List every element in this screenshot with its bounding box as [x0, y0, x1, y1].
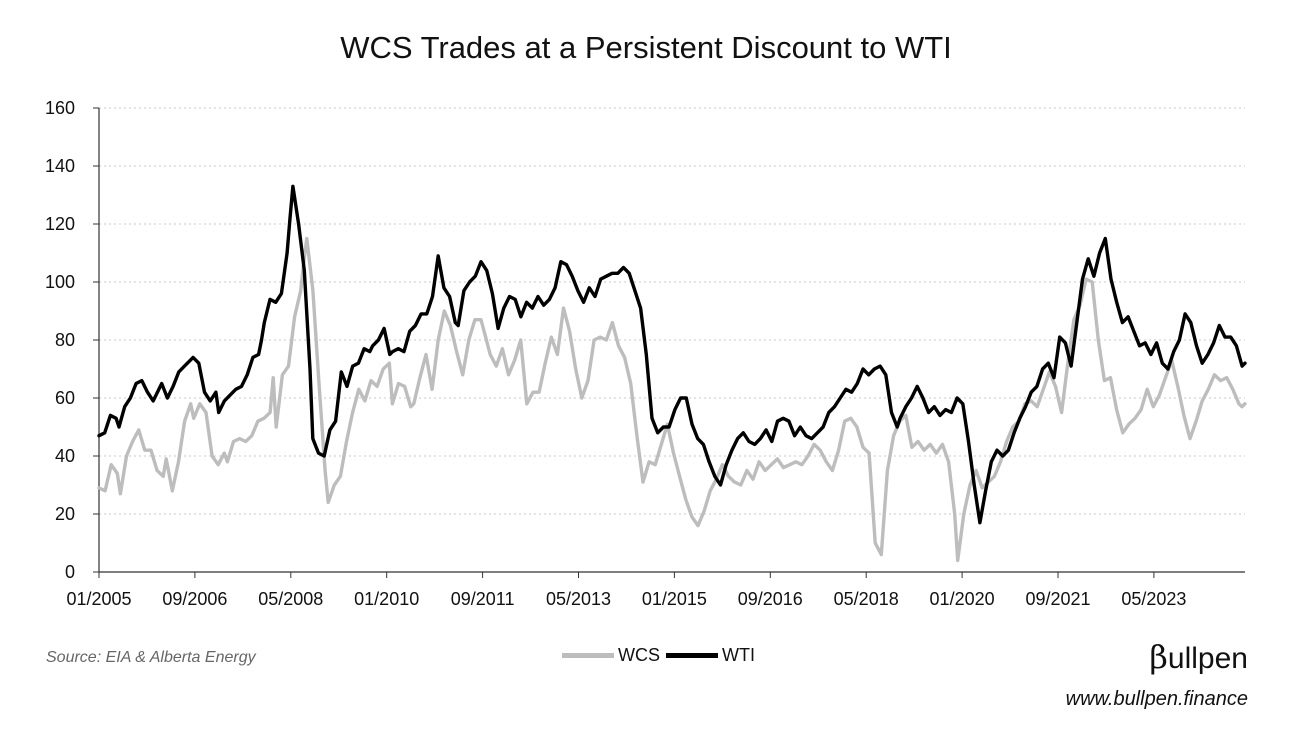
x-tick-labels: 01/2005 09/2006 05/2008 01/2010 09/2011 05/20… [66, 572, 1186, 609]
y-tick-label: 40 [55, 446, 75, 466]
axes [98, 108, 1245, 573]
x-tick-label: 05/2018 [834, 589, 899, 609]
brand-logo-beta: β [1149, 638, 1168, 676]
y-tick-label: 80 [55, 330, 75, 350]
legend-label-wti: WTI [722, 645, 755, 665]
source-note: Source: EIA & Alberta Energy [46, 649, 256, 666]
website-url: www.bullpen.finance [1065, 688, 1248, 710]
y-tick-label: 0 [65, 562, 75, 582]
legend-label-wcs: WCS [618, 645, 660, 665]
y-tick-label: 120 [45, 214, 75, 234]
x-tick-label: 01/2020 [930, 589, 995, 609]
x-tick-label: 01/2010 [354, 589, 419, 609]
y-tick-label: 140 [45, 156, 75, 176]
y-tick-label: 20 [55, 504, 75, 524]
legend-item-wti: WTI [666, 645, 755, 666]
y-tick-label: 160 [45, 98, 75, 118]
x-tick-label: 09/2016 [738, 589, 803, 609]
series-line-wcs [97, 236, 1247, 563]
legend-item-wcs: WCS [562, 645, 660, 666]
brand-logo-text: ullpen [1167, 642, 1248, 675]
legend-swatch-wcs [562, 653, 614, 658]
series-line-wti [97, 184, 1247, 525]
legend: WCS WTI [562, 645, 761, 666]
x-tick-label: 05/2023 [1121, 589, 1186, 609]
y-tick-labels: 0 20 40 60 80 100 120 140 160 [45, 98, 75, 582]
brand-logo: βullpen [1149, 638, 1248, 676]
x-tick-label: 01/2005 [66, 589, 131, 609]
legend-swatch-wti [666, 653, 718, 658]
y-tick-label: 60 [55, 388, 75, 408]
y-tick-label: 100 [45, 272, 75, 292]
x-tick-label: 09/2006 [162, 589, 227, 609]
x-tick-label: 05/2008 [258, 589, 323, 609]
chart-title: WCS Trades at a Persistent Discount to W… [340, 30, 952, 65]
x-tick-label: 05/2013 [546, 589, 611, 609]
series-lines [97, 184, 1247, 563]
x-tick-label: 01/2015 [642, 589, 707, 609]
x-tick-label: 09/2021 [1025, 589, 1090, 609]
x-tick-label: 09/2011 [451, 589, 515, 609]
